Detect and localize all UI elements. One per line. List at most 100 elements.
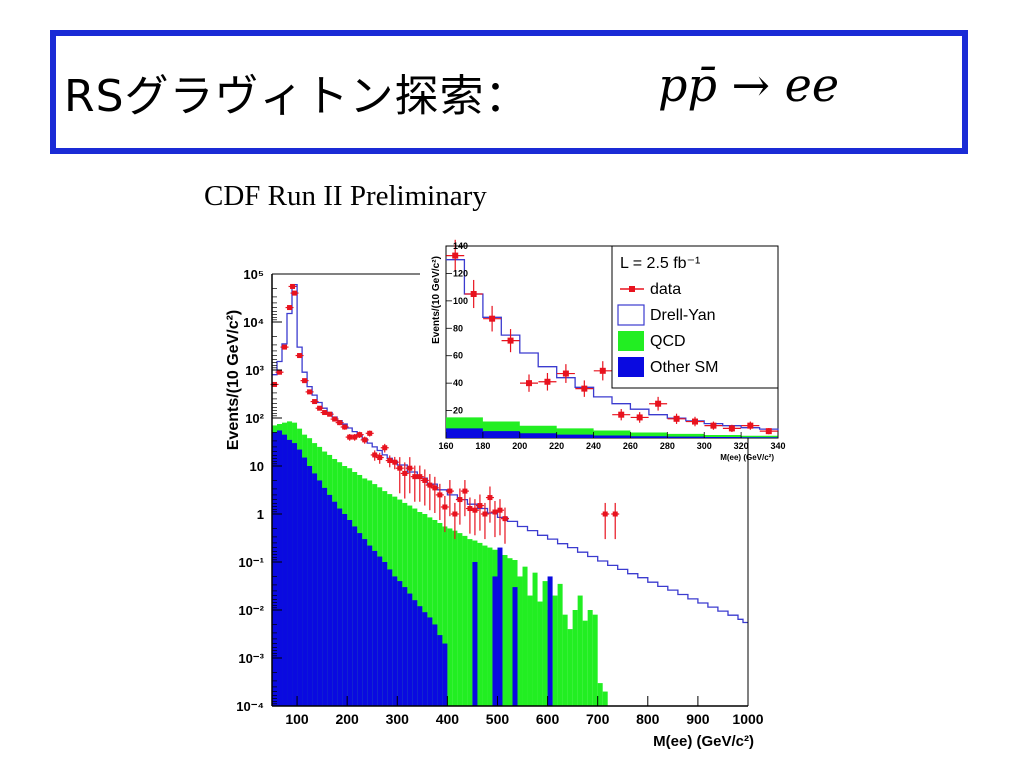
other-sm-bar [287, 439, 293, 706]
qcd-bar [432, 519, 438, 706]
y-tick-label: 10⁻³ [238, 651, 264, 666]
qcd-bar [487, 547, 493, 706]
inset-data-point [673, 415, 680, 422]
inset-y-tick-label: 120 [453, 268, 468, 278]
chart-subtitle: CDF Run II Preliminary [204, 180, 487, 212]
other-sm-bar [432, 624, 438, 706]
inset-data-point [618, 411, 625, 418]
inset-data-point [507, 337, 514, 344]
inset-y-tick-label: 20 [453, 406, 463, 416]
y-tick-label: 10⁻² [238, 603, 264, 618]
y-tick-label: 10⁵ [243, 267, 264, 282]
inset-other-sm-area [446, 428, 778, 438]
inset-x-tick-label: 240 [586, 441, 601, 451]
other-sm-bar [362, 539, 368, 706]
other-sm-bar [512, 587, 518, 706]
qcd-bar [452, 530, 458, 706]
x-tick-label: 400 [436, 711, 460, 727]
other-sm-bar [412, 600, 418, 706]
qcd-bar [482, 545, 488, 706]
inset-data-point [544, 378, 551, 385]
qcd-bar [542, 581, 548, 706]
x-tick-label: 600 [536, 711, 560, 727]
data-point [332, 416, 338, 422]
inset-drell-yan-line [446, 259, 779, 431]
y-tick-label: 10² [245, 411, 264, 426]
legend-other-sm-swatch [618, 357, 644, 377]
qcd-bar [597, 683, 603, 706]
x-axis-label: M(ee) (GeV/c²) [653, 733, 754, 750]
other-sm-bar [492, 576, 498, 706]
y-tick-label: 1 [257, 507, 264, 522]
qcd-bar [507, 558, 513, 706]
qcd-bar [442, 526, 448, 706]
data-point [317, 405, 323, 411]
qcd-bar [447, 528, 453, 706]
inset-x-tick-label: 180 [475, 441, 490, 451]
y-tick-label: 10⁻⁴ [236, 699, 264, 714]
legend-drell-yan-swatch [617, 304, 645, 326]
other-sm-bar [372, 550, 378, 706]
data-point [502, 516, 508, 522]
qcd-bar [422, 514, 428, 706]
data-point [422, 477, 428, 483]
x-tick-label: 900 [686, 711, 710, 727]
inset-data-point [765, 428, 772, 435]
other-sm-bar [342, 514, 348, 706]
qcd-bar [527, 595, 533, 706]
legend-qcd-swatch [618, 331, 644, 351]
other-sm-bar [282, 434, 288, 706]
data-point [337, 420, 343, 426]
data-point [407, 465, 413, 471]
data-point [437, 492, 443, 498]
inset-y-tick-label: 60 [453, 351, 463, 361]
data-point [497, 507, 503, 513]
data-point [377, 455, 383, 461]
inset-x-tick-label: 340 [770, 441, 785, 451]
other-sm-bar [322, 487, 328, 706]
other-sm-bar [357, 533, 363, 706]
qcd-bar [572, 610, 578, 706]
data-point [382, 445, 388, 451]
qcd-bar [462, 535, 468, 706]
other-sm-bar [437, 635, 443, 706]
other-sm-bar [302, 457, 308, 706]
data-point [427, 482, 433, 488]
other-sm-bar [407, 593, 413, 706]
legend-entry-label: Other SM [650, 359, 718, 376]
qcd-bar [602, 691, 608, 706]
other-sm-bar [427, 617, 433, 706]
inset-data-point [470, 291, 477, 297]
y-tick-label: 10³ [245, 363, 264, 378]
other-sm-bar [332, 501, 338, 706]
other-sm-bar [402, 587, 408, 706]
other-sm-bar [382, 562, 388, 706]
inset-x-tick-label: 200 [512, 441, 527, 451]
qcd-bar [567, 629, 573, 706]
data-point [372, 452, 378, 458]
qcd-bar [532, 572, 538, 706]
other-sm-bar [422, 612, 428, 706]
other-sm-bar [307, 466, 313, 706]
inset-data-point [728, 425, 735, 432]
inset-data-point [452, 252, 459, 259]
data-point [342, 424, 348, 430]
legend-entry-label: QCD [650, 333, 686, 350]
other-sm-bar [547, 576, 553, 706]
data-point [432, 485, 438, 491]
data-point [302, 378, 308, 384]
x-tick-label: 700 [586, 711, 610, 727]
qcd-bar [557, 583, 563, 706]
legend-header: L = 2.5 fb⁻¹ [620, 255, 700, 272]
other-sm-bar [387, 569, 393, 706]
qcd-bar [592, 614, 598, 706]
x-tick-label: 100 [285, 711, 309, 727]
other-sm-bar [472, 562, 478, 706]
data-point [312, 399, 318, 405]
title-frame [50, 30, 968, 154]
x-tick-label: 300 [386, 711, 410, 727]
slide-title-formula: pp̄ → ee [658, 58, 840, 112]
inset-data-point [655, 400, 662, 407]
inset-y-axis-label: Events/(10 GeV/c²) [431, 256, 442, 344]
data-point [292, 290, 298, 296]
